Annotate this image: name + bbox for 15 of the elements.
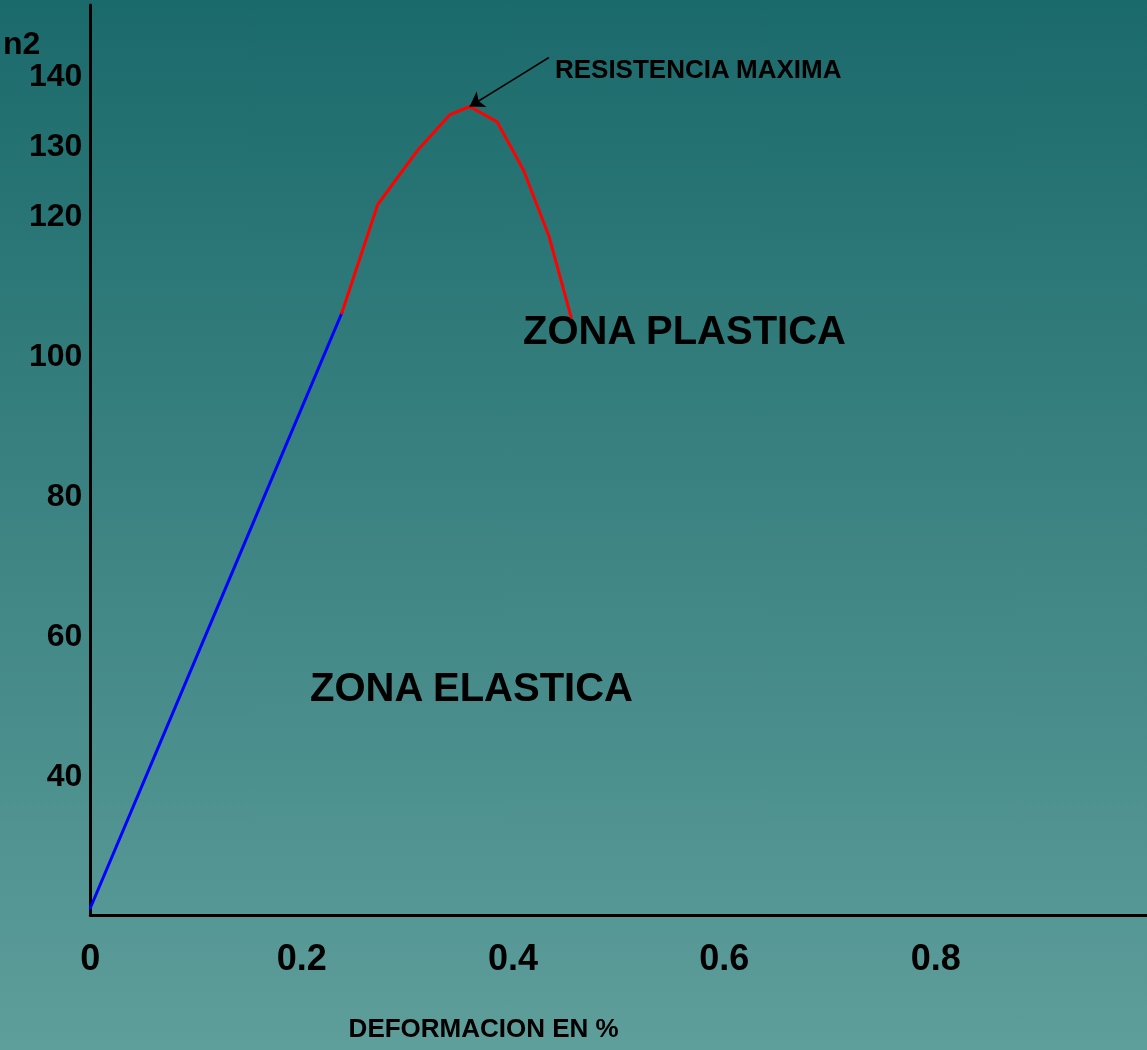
y-tick-label: 80 [46, 477, 83, 513]
y-tick-label: 60 [46, 617, 83, 653]
x-tick-label: 0.4 [487, 936, 539, 978]
annotation: RESISTENCIA MAXIMA [554, 53, 842, 84]
annotation: ZONA PLASTICA [523, 308, 846, 352]
x-tick-label: 0.2 [276, 936, 327, 978]
x-tick-label: 0.8 [910, 936, 961, 978]
y-tick-label: 130 [28, 127, 83, 163]
x-tick-label: 0.6 [699, 936, 750, 978]
x-axis-title: DEFORMACION EN % [348, 1013, 619, 1043]
y-tick-label: 120 [28, 197, 83, 233]
y-tick-label: 100 [28, 337, 83, 373]
annotation: ZONA ELASTICA [310, 665, 633, 709]
x-tick-label: 0 [80, 936, 101, 978]
y-tick-label: 40 [46, 757, 83, 793]
